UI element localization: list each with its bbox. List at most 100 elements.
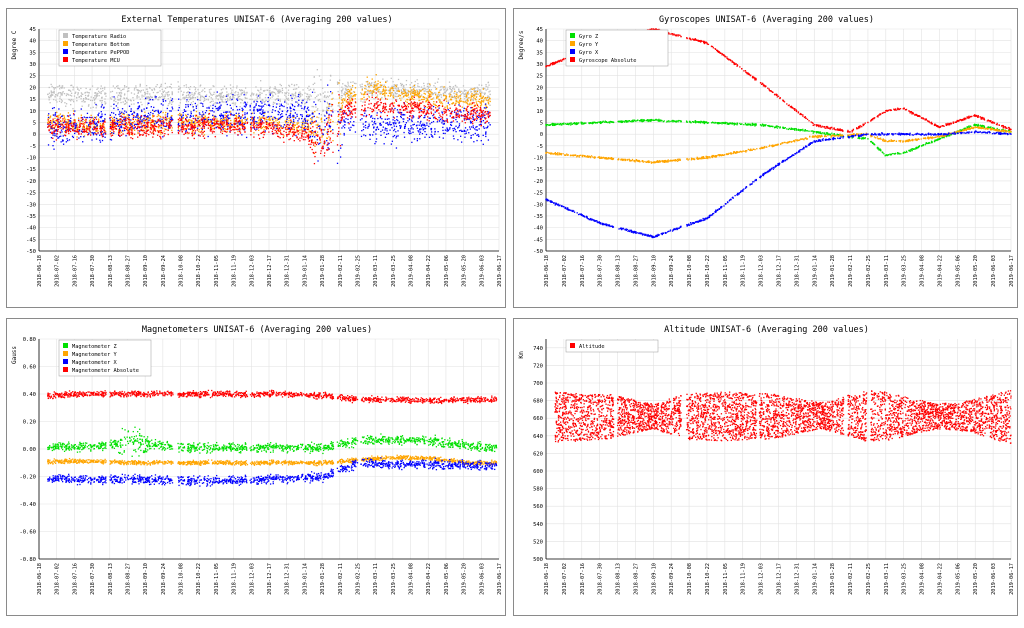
- data-point: [81, 93, 83, 95]
- data-point: [133, 129, 136, 131]
- data-point: [202, 89, 204, 91]
- data-point: [438, 91, 441, 93]
- data-point: [199, 116, 201, 118]
- data-point: [296, 122, 298, 124]
- data-point: [205, 94, 208, 96]
- data-point: [217, 109, 219, 111]
- data-point: [127, 128, 129, 130]
- data-point: [484, 87, 486, 90]
- data-point: [262, 100, 264, 102]
- data-point: [417, 121, 419, 123]
- data-point: [101, 102, 103, 104]
- data-point: [234, 123, 237, 125]
- data-point: [460, 111, 462, 113]
- data-point: [242, 128, 244, 131]
- data-point: [233, 119, 236, 121]
- data-point: [321, 87, 324, 89]
- data-point: [80, 95, 83, 98]
- data-point: [297, 130, 300, 132]
- data-point: [267, 111, 269, 113]
- data-point: [230, 129, 232, 132]
- data-point: [221, 98, 223, 100]
- data-point: [150, 128, 152, 131]
- data-point: [476, 129, 478, 131]
- data-point: [487, 88, 489, 90]
- data-point: [114, 98, 116, 100]
- data-point: [276, 89, 278, 91]
- data-point: [51, 131, 53, 133]
- data-point: [341, 92, 343, 94]
- data-point: [384, 127, 387, 129]
- data-point: [66, 138, 68, 140]
- data-point: [52, 137, 54, 139]
- data-point: [280, 90, 282, 92]
- data-point: [171, 93, 173, 96]
- data-point: [413, 101, 416, 103]
- y-tick-label: -35: [26, 214, 36, 220]
- data-point: [180, 118, 182, 120]
- data-point: [159, 136, 162, 138]
- y-tick-label: -45: [26, 237, 36, 243]
- data-point: [296, 115, 298, 117]
- data-point: [137, 136, 139, 138]
- data-point: [380, 134, 382, 136]
- data-point: [227, 128, 229, 130]
- data-point: [133, 99, 135, 102]
- data-point: [79, 122, 81, 124]
- data-point: [151, 120, 154, 122]
- data-point: [242, 126, 244, 128]
- data-point: [237, 93, 240, 95]
- data-point: [279, 100, 282, 102]
- data-point: [361, 85, 363, 88]
- data-point: [391, 85, 393, 88]
- data-point: [114, 127, 117, 130]
- data-point: [413, 88, 415, 90]
- data-point: [154, 128, 156, 131]
- data-point: [137, 106, 140, 108]
- data-point: [364, 87, 366, 90]
- data-point: [88, 92, 90, 94]
- data-point: [311, 135, 314, 138]
- data-point: [156, 134, 159, 136]
- data-point: [112, 122, 115, 124]
- data-point: [269, 119, 272, 121]
- data-point: [219, 120, 221, 122]
- data-point: [130, 124, 132, 126]
- data-point: [210, 88, 212, 90]
- data-point: [364, 121, 367, 123]
- data-point: [244, 106, 247, 108]
- data-point: [170, 117, 173, 119]
- data-point: [200, 127, 202, 129]
- data-point: [392, 122, 394, 124]
- data-point: [191, 96, 194, 98]
- x-tick-label: 2018-07-16: [72, 255, 78, 287]
- data-point: [315, 120, 317, 122]
- data-point: [88, 128, 90, 130]
- data-point: [473, 95, 476, 97]
- data-point: [243, 129, 246, 131]
- data-point: [341, 106, 343, 108]
- data-point: [79, 125, 82, 127]
- data-point: [345, 100, 347, 102]
- data-point: [114, 97, 116, 99]
- data-point: [219, 107, 221, 109]
- data-point: [481, 114, 483, 117]
- data-point: [256, 93, 258, 95]
- data-point: [385, 133, 388, 135]
- data-point: [122, 133, 124, 135]
- data-point: [134, 116, 137, 118]
- data-point: [392, 93, 394, 95]
- data-point: [389, 105, 391, 108]
- data-point: [403, 105, 406, 108]
- data-point: [284, 127, 286, 129]
- data-point: [360, 92, 362, 94]
- data-point: [299, 91, 301, 93]
- data-point: [327, 102, 329, 105]
- data-point: [412, 115, 414, 117]
- data-point: [423, 90, 425, 92]
- data-point: [178, 98, 180, 100]
- data-point: [446, 130, 448, 132]
- data-point: [340, 94, 343, 97]
- data-point: [299, 137, 301, 139]
- data-point: [151, 99, 154, 101]
